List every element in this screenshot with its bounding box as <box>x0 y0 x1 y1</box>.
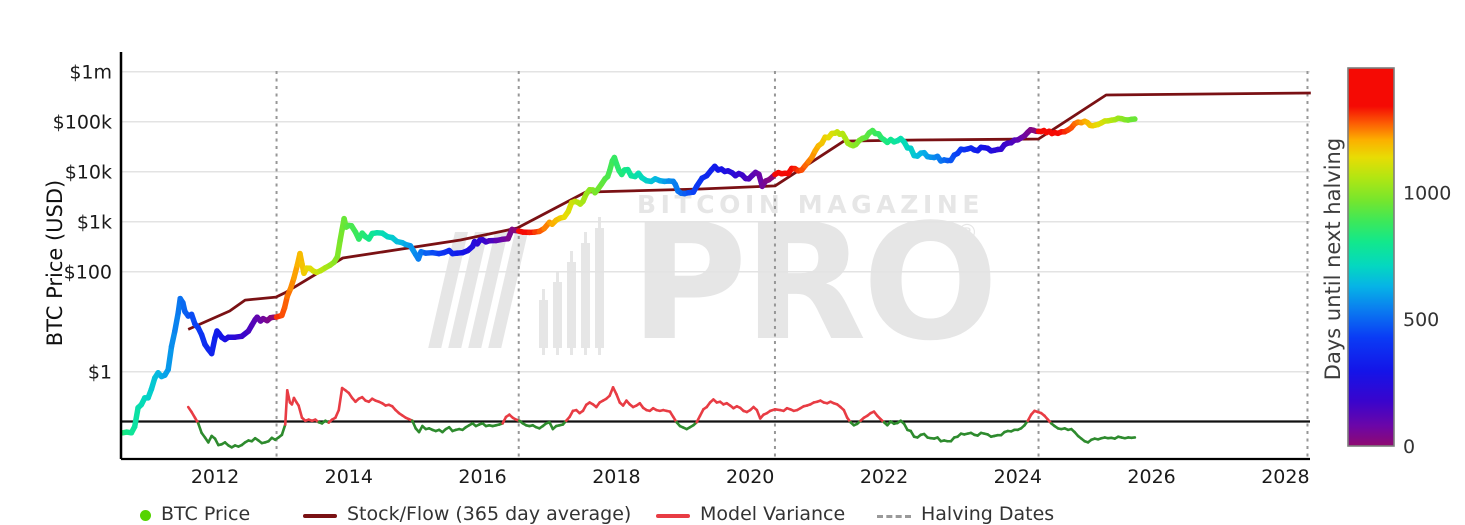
x-tick-label: 2024 <box>994 466 1042 488</box>
y-tick-label: $10k <box>65 162 112 184</box>
x-tick-label: 2026 <box>1127 466 1175 488</box>
x-tick-label: 2018 <box>592 466 640 488</box>
y-tick-label: $1m <box>69 62 112 84</box>
y-tick-label: $100 <box>64 262 112 284</box>
watermark-registered-mark: ® <box>956 221 978 246</box>
x-tick-label: 2028 <box>1261 466 1309 488</box>
colorbar: 0 500 1000 <box>1348 68 1451 458</box>
legend-item-halving-dates[interactable]: Halving Dates <box>877 503 1054 525</box>
legend-item-btc-price[interactable]: BTC Price <box>140 503 250 525</box>
legend-item-stock-flow-365-day-average-[interactable]: Stock/Flow (365 day average) <box>303 503 631 525</box>
model-variance-series <box>188 387 1135 447</box>
colorbar-tick-label: 500 <box>1403 309 1439 331</box>
legend-item-label: BTC Price <box>161 503 250 525</box>
x-tick-label: 2020 <box>726 466 774 488</box>
x-tick-label: 2012 <box>191 466 239 488</box>
legend-item-label: Stock/Flow (365 day average) <box>347 503 631 525</box>
legend-item-label: Halving Dates <box>921 503 1054 525</box>
watermark-pro-text: PRO <box>630 189 994 376</box>
legend-item-label: Model Variance <box>700 503 845 525</box>
x-tick-label: 2014 <box>325 466 373 488</box>
colorbar-gradient <box>1348 68 1394 446</box>
x-tick-label: 2016 <box>458 466 506 488</box>
y-tick-label: $100k <box>53 112 112 134</box>
colorbar-tick-label: 1000 <box>1403 182 1451 204</box>
y-tick-label: $1k <box>77 212 112 234</box>
x-tick-label: 2022 <box>860 466 908 488</box>
y-tick-label: $1 <box>88 362 112 384</box>
legend-item-model-variance[interactable]: Model Variance <box>656 503 845 525</box>
colorbar-tick-label: 0 <box>1403 436 1415 458</box>
legend-dot-marker <box>140 510 151 521</box>
